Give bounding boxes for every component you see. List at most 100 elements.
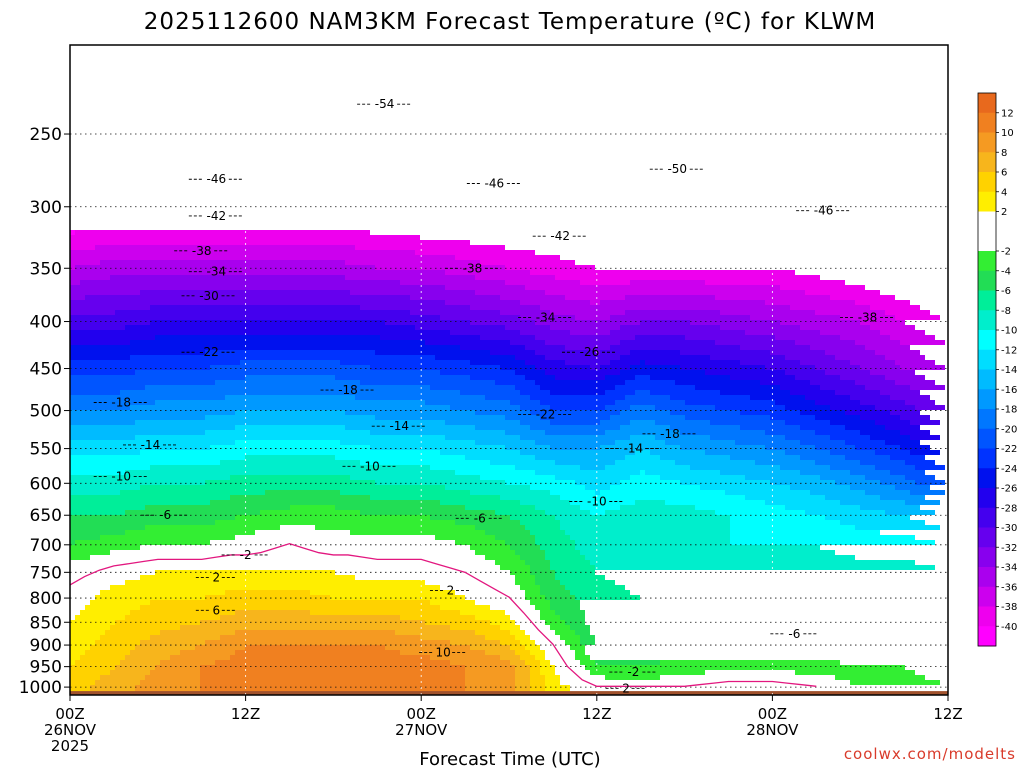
temperature-cell (630, 435, 655, 440)
temperature-cell (70, 570, 155, 575)
temperature-cell (730, 375, 795, 380)
y-tick-label: 750 (30, 563, 62, 583)
temperature-cell (225, 395, 355, 400)
temperature-cell (435, 355, 515, 360)
contour-label: -50 (649, 162, 705, 176)
temperature-cell (400, 280, 505, 285)
temperature-cell (695, 385, 780, 390)
temperature-cell (830, 295, 895, 300)
temperature-cell (230, 495, 370, 500)
temperature-cell (425, 620, 490, 625)
temperature-cell (335, 505, 465, 510)
contour-label: -2 (221, 548, 270, 562)
temperature-cell (570, 625, 590, 630)
temperature-cell (795, 375, 840, 380)
temperature-cell (885, 440, 920, 445)
temperature-cell (130, 355, 435, 360)
temperature-cell (355, 575, 515, 580)
temperature-cell (280, 525, 315, 530)
temperature-cell (120, 490, 265, 495)
temperature-cell (830, 420, 875, 425)
y-tick-label: 450 (30, 360, 62, 380)
temperature-cell (70, 620, 115, 625)
temperature-cell (515, 370, 545, 375)
temperature-cell (860, 365, 900, 370)
contour-label: 6 (195, 603, 237, 617)
contour-label: -18 (320, 383, 376, 397)
temperature-cell (170, 655, 230, 660)
contour-label: -42 (532, 229, 588, 243)
temperature-cell (760, 380, 810, 385)
temperature-cell (345, 275, 475, 280)
temperature-cell (730, 520, 840, 525)
colorbar-swatch (978, 369, 996, 390)
y-axis: 250 300 350 400 450 500 550 600 650 700 750 800 850 9… (19, 125, 70, 698)
temperature-cell (535, 575, 555, 580)
credit-link[interactable]: coolwx.com/modelts (844, 745, 1016, 763)
temperature-cell (860, 460, 905, 465)
temperature-cell (140, 575, 355, 580)
contour-value-label: -42 (207, 209, 227, 223)
temperature-cell (690, 320, 780, 325)
colorbar-swatch (978, 527, 996, 548)
temperature-cell (145, 675, 200, 680)
temperature-cell (360, 510, 495, 515)
temperature-cell (450, 640, 500, 645)
temperature-cell (880, 495, 925, 500)
contour-value-label: -14 (624, 442, 644, 456)
temperature-cell (70, 645, 90, 650)
temperature-cell (890, 410, 920, 415)
temperature-cell (560, 525, 730, 530)
temperature-cell (575, 480, 620, 485)
temperature-cell (535, 640, 565, 645)
temperature-cell (90, 600, 150, 605)
temperature-cell (70, 265, 75, 270)
temperature-cell (545, 510, 590, 515)
temperature-cell (910, 420, 940, 425)
temperature-cell (755, 460, 815, 465)
contour-value-label: -6 (159, 508, 171, 522)
temperature-cell (870, 305, 920, 310)
temperature-cell (465, 595, 525, 600)
temperature-cell (720, 470, 800, 475)
temperature-cell (785, 435, 830, 440)
temperature-cell (345, 260, 480, 265)
temperature-cell (595, 565, 935, 570)
temperature-cell (600, 350, 630, 355)
temperature-cell (110, 625, 180, 630)
temperature-cell (825, 350, 875, 355)
temperature-cell (565, 585, 625, 590)
colorbar-swatch (978, 152, 996, 173)
colorbar-swatch (978, 389, 996, 410)
temperature-cell (150, 670, 200, 675)
temperature-cell (135, 370, 440, 375)
colorbar-swatch (978, 191, 996, 212)
temperature-cell (830, 435, 870, 440)
temperature-cell (580, 635, 595, 640)
x-tick-label: 12Z (933, 705, 962, 723)
temperature-cell (685, 400, 775, 405)
temperature-cell (870, 435, 910, 440)
temperature-cell (70, 300, 445, 305)
temperature-cell (485, 650, 515, 655)
temperature-cell (765, 365, 815, 370)
temperature-cell (70, 600, 90, 605)
temperature-cell (500, 310, 550, 315)
temperature-cell (740, 410, 800, 415)
temperature-cell (830, 405, 875, 410)
colorbar-tick-label: -38 (1001, 602, 1017, 613)
temperature-cell (745, 475, 820, 480)
temperature-cell (525, 590, 540, 595)
temperature-cell (100, 590, 225, 595)
temperature-cell (645, 470, 720, 475)
temperature-cell (550, 600, 580, 605)
temperature-cell (70, 415, 205, 420)
temperature-cell (335, 375, 470, 380)
temperature-cell (200, 665, 465, 670)
temperature-cell (70, 315, 440, 320)
contour-label: 2 (429, 584, 471, 598)
temperature-cell (545, 370, 620, 375)
temperature-cell (625, 295, 715, 300)
temperature-cell (460, 610, 505, 615)
